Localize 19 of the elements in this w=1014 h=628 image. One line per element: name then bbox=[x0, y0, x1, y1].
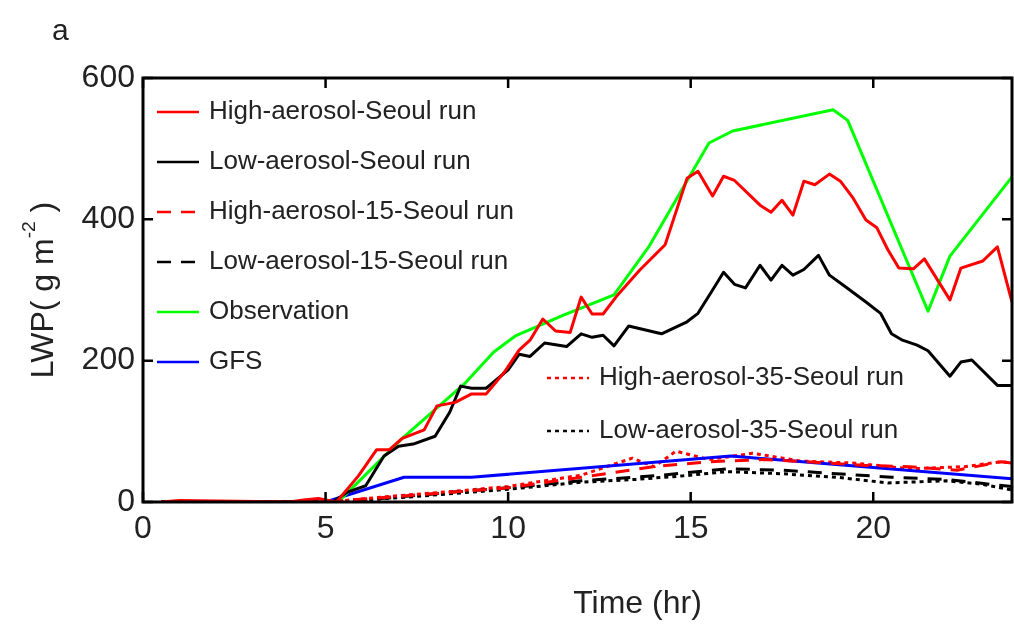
legend-label: GFS bbox=[209, 345, 263, 376]
x-axis-title: Time (hr) bbox=[573, 583, 702, 620]
x-tick-label: 15 bbox=[672, 509, 709, 546]
x-tick-label: 10 bbox=[490, 509, 526, 546]
y-tick-label: 400 bbox=[81, 199, 135, 236]
y-tick-label: 200 bbox=[81, 340, 135, 377]
x-tick-label: 5 bbox=[316, 509, 335, 546]
legend-label: Observation bbox=[209, 295, 350, 326]
chart-title: a bbox=[52, 13, 69, 47]
legend-label: Low-aerosol-15-Seoul run bbox=[209, 245, 509, 276]
legend-label: Low-aerosol-35-Seoul run bbox=[599, 414, 899, 445]
legend-label: Low-aerosol-Seoul run bbox=[209, 145, 471, 176]
legend-label: High-aerosol-35-Seoul run bbox=[599, 361, 904, 392]
y-tick-label: 600 bbox=[81, 57, 135, 94]
y-tick-label: 0 bbox=[117, 481, 135, 518]
x-tick-label: 20 bbox=[855, 509, 892, 546]
legend-label: High-aerosol-Seoul run bbox=[209, 95, 477, 126]
legend-label: High-aerosol-15-Seoul run bbox=[209, 195, 514, 226]
y-axis-title: LWP( g m-2 ) bbox=[17, 201, 60, 379]
